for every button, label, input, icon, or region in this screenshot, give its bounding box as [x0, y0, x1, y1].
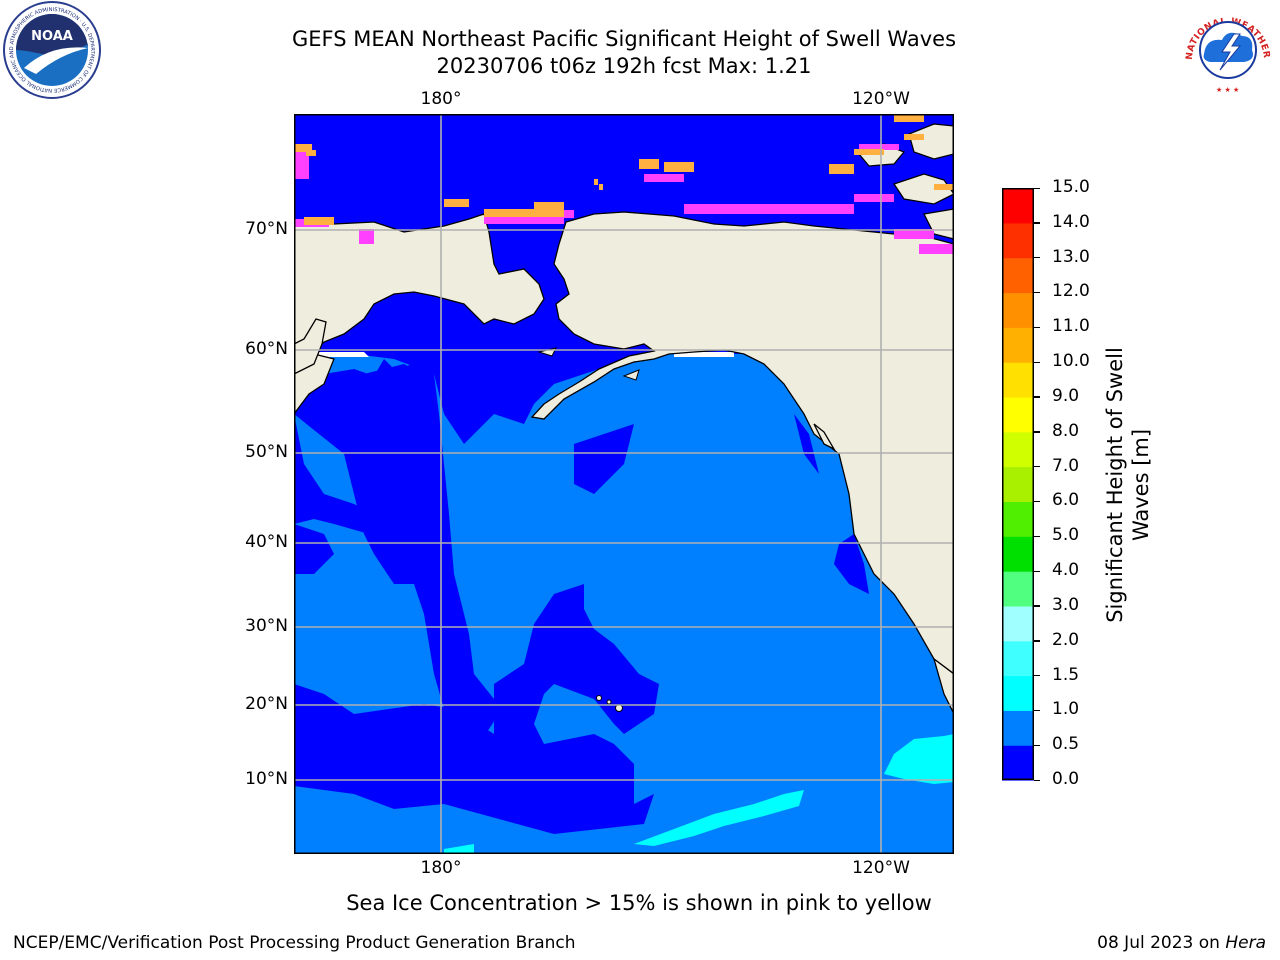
colorbar-title-line1: Significant Height of Swell	[1103, 347, 1127, 623]
colorbar-tick-label: 2.0	[1052, 629, 1080, 650]
colorbar-tick-label: 12.0	[1052, 281, 1090, 302]
colorbar-tick-label: 0.5	[1052, 734, 1080, 755]
colorbar-band	[1002, 536, 1034, 572]
colorbar-band	[1002, 222, 1034, 259]
colorbar-tick-label: 8.0	[1052, 420, 1080, 441]
colorbar-tick	[1034, 326, 1040, 329]
gridlines	[294, 114, 954, 854]
colorbar-tick	[1034, 257, 1040, 259]
colorbar-tick	[1034, 431, 1040, 433]
colorbar-tick	[1034, 605, 1040, 607]
colorbar-tick-label: 1.5	[1052, 664, 1080, 685]
colorbar-title-line2: Waves [m]	[1129, 428, 1153, 542]
lat-label-10n: 10°N	[245, 769, 288, 789]
noaa-logo: NATIONAL OCEANIC AND ATMOSPHERIC ADMINIS…	[3, 1, 101, 99]
colorbar-tick-label: 10.0	[1052, 351, 1090, 372]
colorbar-band	[1002, 501, 1034, 537]
colorbar-tick-label: 4.0	[1052, 560, 1080, 581]
colorbar-band	[1002, 605, 1034, 642]
svg-text:NOAA: NOAA	[31, 29, 73, 44]
nws-logo: NATIONAL WEATHER SERVICE ★ ★ ★	[1176, 0, 1275, 97]
colorbar-tick-label: 15.0	[1052, 177, 1090, 197]
colorbar-tick	[1034, 500, 1040, 503]
colorbar-band	[1002, 362, 1034, 398]
lon-label-top-120w: 120°W	[852, 89, 910, 109]
lat-label-30n: 30°N	[245, 616, 288, 636]
colorbar-tick-label: 1.0	[1052, 699, 1080, 720]
hawaii-islands	[596, 695, 623, 712]
sea-ice-orange	[294, 114, 954, 225]
colorbar-band	[1002, 466, 1034, 503]
colorbar-band	[1002, 710, 1034, 746]
lon-label-top-180: 180°	[420, 89, 462, 109]
colorbar-tick-label: 5.0	[1052, 525, 1080, 546]
colorbar-band	[1002, 257, 1034, 294]
colorbar-tick	[1034, 222, 1040, 224]
lat-label-50n: 50°N	[245, 442, 288, 462]
colorbar-band	[1002, 396, 1034, 433]
colorbar	[1002, 188, 1034, 781]
colorbar-tick-label: 7.0	[1052, 455, 1080, 476]
colorbar-band	[1002, 571, 1034, 607]
lat-label-70n: 70°N	[245, 219, 288, 239]
colorbar-tick	[1034, 640, 1040, 642]
colorbar-band	[1002, 188, 1034, 224]
ocean-swell-1.0-1.5	[444, 734, 954, 854]
lat-label-60n: 60°N	[245, 339, 288, 359]
colorbar-tick-label: 6.0	[1052, 490, 1080, 511]
colorbar-tick	[1034, 570, 1040, 572]
colorbar-tick-label: 13.0	[1052, 246, 1090, 267]
sea-ice-caption: Sea Ice Concentration > 15% is shown in …	[346, 891, 932, 915]
colorbar-tick	[1034, 396, 1040, 398]
colorbar-tick	[1034, 675, 1040, 677]
colorbar-tick-label: 0.0	[1052, 769, 1080, 789]
colorbar-band	[1002, 292, 1034, 328]
svg-text:★ ★ ★: ★ ★ ★	[1216, 86, 1239, 94]
footer-date: 08 Jul 2023 on Hera	[1097, 933, 1266, 953]
footer-branch: NCEP/EMC/Verification Post Processing Pr…	[13, 933, 576, 953]
chart-subtitle: 20230706 t06z 192h fcst Max: 1.21	[436, 54, 812, 78]
colorbar-band	[1002, 745, 1034, 781]
lon-label-bottom-180: 180°	[420, 858, 462, 878]
colorbar-tick	[1034, 466, 1040, 468]
colorbar-band	[1002, 327, 1034, 363]
colorbar-tick-label: 11.0	[1052, 316, 1090, 337]
swell-height-map	[294, 114, 954, 854]
footer-host: Hera	[1225, 933, 1266, 953]
colorbar-title: Significant Height of Swell Waves [m]	[1102, 347, 1154, 623]
lat-label-40n: 40°N	[245, 532, 288, 552]
colorbar-tick	[1034, 361, 1040, 363]
colorbar-tick	[1034, 187, 1040, 189]
colorbar-tick-label: 14.0	[1052, 211, 1090, 232]
lat-label-20n: 20°N	[245, 694, 288, 714]
colorbar-tick-label: 3.0	[1052, 594, 1080, 615]
colorbar-tick	[1034, 535, 1040, 538]
colorbar-tick	[1034, 291, 1040, 294]
land	[294, 114, 954, 715]
colorbar-tick	[1034, 779, 1040, 781]
colorbar-band	[1002, 431, 1034, 468]
colorbar-tick	[1034, 709, 1040, 712]
colorbar-band	[1002, 640, 1034, 677]
colorbar-band	[1002, 675, 1034, 711]
colorbar-tick	[1034, 744, 1040, 746]
lon-label-bottom-120w: 120°W	[852, 858, 910, 878]
chart-title: GEFS MEAN Northeast Pacific Significant …	[291, 27, 957, 51]
colorbar-tick-label: 9.0	[1052, 385, 1080, 406]
